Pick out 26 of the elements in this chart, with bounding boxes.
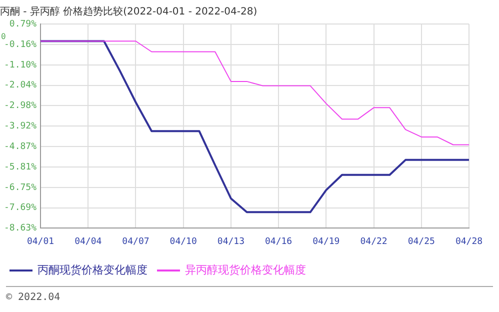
x-tick-label: 04/13 bbox=[217, 236, 244, 247]
y-tick-label: -0.16% bbox=[4, 40, 38, 50]
x-tick-label: 04/22 bbox=[360, 236, 388, 247]
y-tick-label: -2.98% bbox=[4, 101, 38, 112]
x-tick-label: 04/25 bbox=[408, 236, 435, 247]
y-tick-label: -6.75% bbox=[4, 182, 38, 193]
x-tick-label: 04/10 bbox=[170, 236, 197, 247]
y-tick-label: -7.69% bbox=[4, 203, 38, 214]
y-tick-label: -5.81% bbox=[4, 162, 38, 172]
y-tick-label: -4.87% bbox=[4, 142, 38, 152]
x-tick-label: 04/16 bbox=[265, 236, 292, 247]
y-tick-label: 0.79% bbox=[9, 19, 38, 30]
text: © 2022.04 bbox=[6, 292, 60, 303]
x-tick-label: 04/04 bbox=[74, 236, 102, 247]
y-tick-label: -8.63% bbox=[4, 224, 38, 234]
text: 0 bbox=[1, 32, 6, 42]
x-tick-label: 04/07 bbox=[122, 236, 150, 247]
chart-title: 丙酮 - 异丙醇 价格趋势比较(2022-04-01 - 2022-04-28) bbox=[0, 6, 258, 18]
y-tick-label: -3.92% bbox=[4, 121, 38, 132]
legend-label: 丙酮现货价格变化幅度 bbox=[38, 263, 148, 276]
x-tick-label: 04/19 bbox=[312, 236, 340, 247]
x-tick-label: 04/01 bbox=[26, 236, 54, 247]
y-tick-label: -1.10% bbox=[4, 60, 38, 70]
y-tick-label: -2.04% bbox=[4, 80, 38, 91]
x-tick-label: 04/28 bbox=[455, 236, 483, 247]
legend-label: 异丙醇现货价格变化幅度 bbox=[185, 263, 306, 276]
